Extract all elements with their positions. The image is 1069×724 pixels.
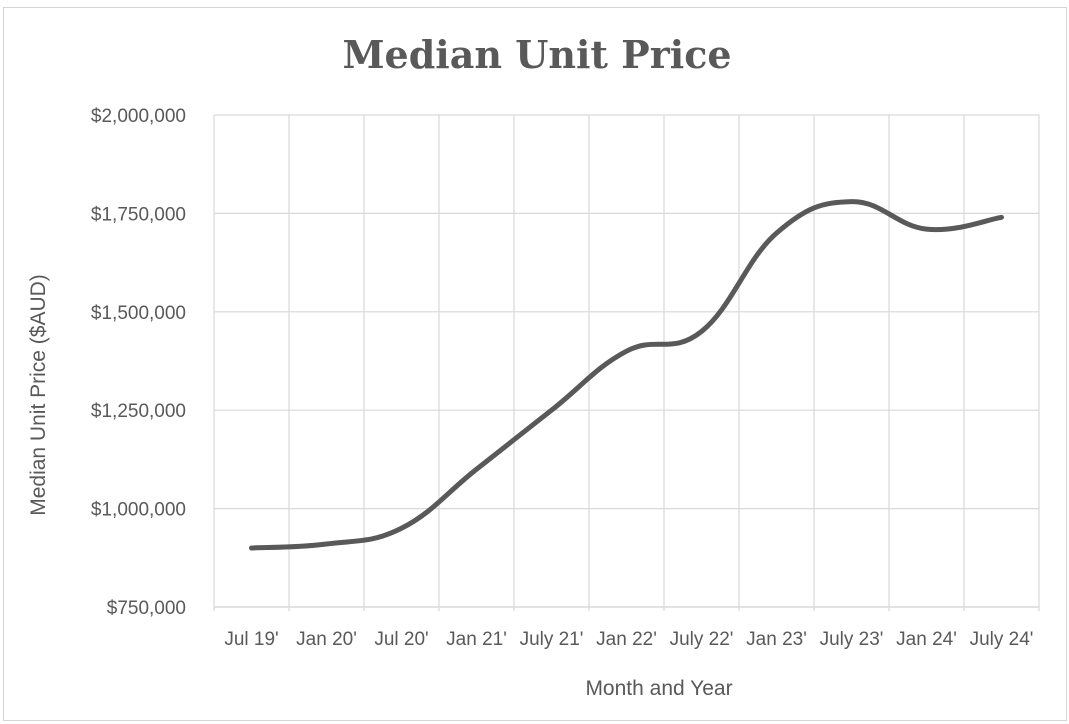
y-tick-label: $1,250,000 [91,401,186,422]
x-tick-label: July 24' [970,629,1034,650]
x-tick-label: Jan 23' [746,629,807,650]
x-tick-label: Jul 19' [224,629,278,650]
y-axis-ticks: $750,000 $1,000,000 $1,250,000 $1,500,000 $1… [91,106,186,619]
x-tick-label: Jan 22' [596,629,657,650]
x-axis-title: Month and Year [585,677,732,700]
x-tick-label: July 21' [520,629,584,650]
y-tick-label: $2,000,000 [91,106,186,127]
x-tick-label: Jan 20' [296,629,357,650]
x-tick-label: Jan 24' [896,629,957,650]
y-tick-label: $750,000 [107,598,186,619]
chart-title: Median Unit Price [342,32,731,77]
chart-area[interactable] [3,7,1067,721]
x-tick-label: July 23' [820,629,884,650]
y-tick-label: $1,500,000 [91,303,186,324]
series-line[interactable] [249,199,1004,551]
x-tick-label: Jan 21' [446,629,507,650]
x-axis-ticks: Jul 19' Jan 20' Jul 20' Jan 21' July 21' Jan … [224,629,1033,650]
x-tick-label: July 22' [670,629,734,650]
y-axis-title: Median Unit Price ($AUD) [27,274,50,516]
series-group [249,199,1004,551]
x-tick-label: Jul 20' [374,629,428,650]
y-tick-label: $1,000,000 [91,500,186,521]
gridlines [213,114,1040,611]
y-tick-label: $1,750,000 [91,204,186,225]
